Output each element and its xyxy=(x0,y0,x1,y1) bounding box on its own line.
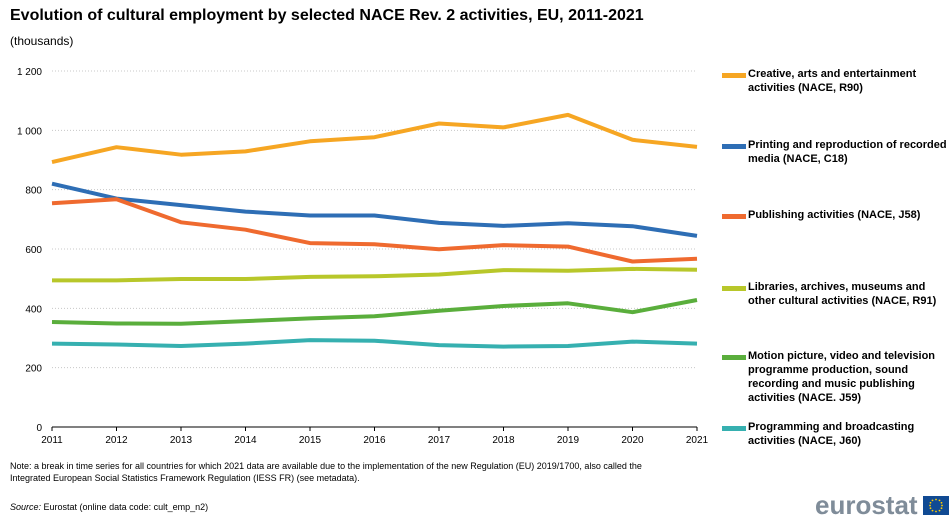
eurostat-logo: eurostat xyxy=(815,493,949,515)
x-tick-label: 2014 xyxy=(234,435,257,446)
x-tick-label: 2019 xyxy=(557,435,580,446)
x-tick-label: 2016 xyxy=(363,435,386,446)
series-line-6 xyxy=(51,338,698,349)
series-line-5 xyxy=(51,298,698,326)
legend-swatch xyxy=(722,73,746,78)
eurostat-logo-text: eurostat xyxy=(815,493,918,515)
legend-swatch xyxy=(722,214,746,219)
x-tick-label: 2011 xyxy=(41,435,63,446)
y-tick-label: 200 xyxy=(25,364,42,375)
series-line-3 xyxy=(51,197,698,264)
series-line-4 xyxy=(52,266,698,283)
legend-swatch xyxy=(722,355,746,360)
source-line: Source: Eurostat (online data code: cult… xyxy=(10,502,208,512)
chart-subtitle: (thousands) xyxy=(10,34,74,48)
legend-label: Creative, arts and entertainment activit… xyxy=(748,68,917,94)
y-axis-ticks: 0 200 400 600 800 1 000 1 200 xyxy=(17,67,42,434)
source-text: Eurostat (online data code: cult_emp_n2) xyxy=(41,502,209,512)
y-tick-label: 600 xyxy=(25,245,42,256)
y-tick-label: 1 200 xyxy=(17,67,42,78)
legend-label: Printing and reproduction of recorded me… xyxy=(748,139,947,165)
legend-label: Publishing activities (NACE, J58) xyxy=(748,209,921,221)
x-tick-label: 2015 xyxy=(299,435,322,446)
y-tick-label: 0 xyxy=(36,423,42,434)
x-axis-ticks: 2011 2012 2013 2014 2015 2016 2017 2018 2019 2020… xyxy=(41,427,709,446)
chart-title: Evolution of cultural employment by sele… xyxy=(10,7,644,24)
legend-swatch xyxy=(722,144,746,149)
legend-label: Programming and broadcasting activities … xyxy=(748,421,915,447)
y-tick-label: 1 000 xyxy=(17,126,42,137)
y-tick-label: 400 xyxy=(25,304,42,315)
x-tick-label: 2017 xyxy=(428,435,451,446)
eu-flag-icon xyxy=(923,496,949,515)
x-tick-label: 2012 xyxy=(105,435,128,446)
y-tick-label: 800 xyxy=(25,186,42,197)
x-tick-label: 2021 xyxy=(686,435,709,446)
legend-swatch xyxy=(722,426,746,431)
series-line-1 xyxy=(51,112,698,165)
x-tick-label: 2018 xyxy=(492,435,515,446)
legend-label: Libraries, archives, museums and other c… xyxy=(748,281,937,307)
chart-note: Note: a break in time series for all cou… xyxy=(10,461,642,483)
legend-label: Motion picture, video and television pro… xyxy=(748,350,936,404)
series-lines xyxy=(51,112,698,349)
x-tick-label: 2013 xyxy=(170,435,193,446)
x-tick-label: 2020 xyxy=(621,435,644,446)
legend-swatch xyxy=(722,286,746,291)
source-label: Source: xyxy=(10,502,42,512)
series-line-2 xyxy=(51,181,698,238)
gridlines xyxy=(52,70,697,428)
